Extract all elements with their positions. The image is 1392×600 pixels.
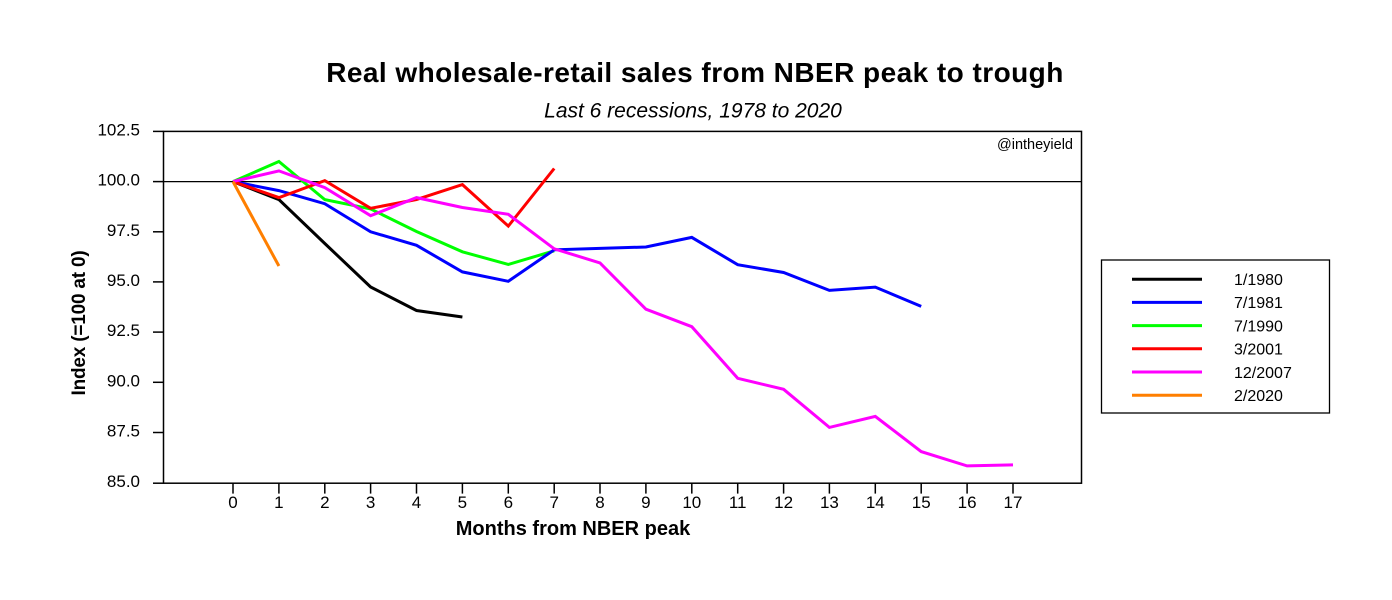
svg-text:6: 6 <box>504 493 513 512</box>
svg-text:1: 1 <box>274 493 283 512</box>
svg-text:17: 17 <box>1004 493 1023 512</box>
svg-text:3: 3 <box>366 493 375 512</box>
svg-text:2/2020: 2/2020 <box>1234 388 1283 405</box>
svg-text:4: 4 <box>412 493 421 512</box>
svg-text:0: 0 <box>228 493 237 512</box>
svg-text:7/1981: 7/1981 <box>1234 295 1283 312</box>
svg-text:2: 2 <box>320 493 329 512</box>
svg-text:13: 13 <box>820 493 839 512</box>
svg-text:12: 12 <box>774 493 793 512</box>
svg-text:12/2007: 12/2007 <box>1234 365 1292 382</box>
svg-text:Months from NBER peak: Months from NBER peak <box>456 518 691 540</box>
svg-text:10: 10 <box>682 493 701 512</box>
svg-text:15: 15 <box>912 493 931 512</box>
svg-text:Last 6 recessions, 1978 to 202: Last 6 recessions, 1978 to 2020 <box>544 100 842 123</box>
svg-text:87.5: 87.5 <box>107 422 140 441</box>
svg-text:16: 16 <box>958 493 977 512</box>
svg-text:3/2001: 3/2001 <box>1234 342 1283 359</box>
svg-text:95.0: 95.0 <box>107 271 140 290</box>
svg-text:7: 7 <box>549 493 558 512</box>
svg-text:5: 5 <box>458 493 467 512</box>
svg-text:85.0: 85.0 <box>107 472 140 491</box>
svg-text:14: 14 <box>866 493 885 512</box>
svg-text:@intheyield: @intheyield <box>997 137 1073 153</box>
svg-text:1/1980: 1/1980 <box>1234 272 1283 289</box>
svg-text:Real wholesale-retail sales fr: Real wholesale-retail sales from NBER pe… <box>326 57 1064 88</box>
svg-text:11: 11 <box>729 493 747 512</box>
svg-text:100.0: 100.0 <box>97 171 140 190</box>
svg-text:90.0: 90.0 <box>107 371 140 390</box>
svg-text:Index (=100 at 0): Index (=100 at 0) <box>69 251 90 396</box>
svg-text:9: 9 <box>641 493 650 512</box>
svg-text:92.5: 92.5 <box>107 321 140 340</box>
svg-text:8: 8 <box>595 493 604 512</box>
svg-text:97.5: 97.5 <box>107 221 140 240</box>
svg-text:102.5: 102.5 <box>97 120 140 139</box>
svg-text:7/1990: 7/1990 <box>1234 318 1283 335</box>
